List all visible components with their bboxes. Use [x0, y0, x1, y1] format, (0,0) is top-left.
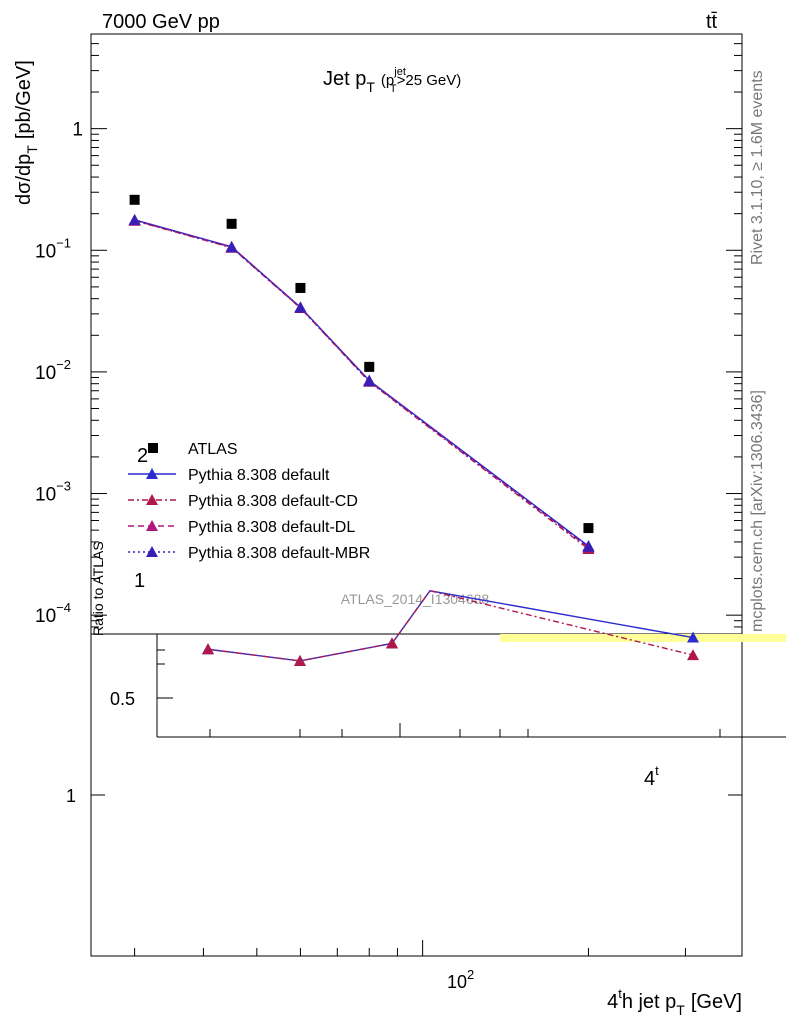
process-label: tt̄: [706, 11, 718, 33]
legend: ATLAS Pythia 8.308 default Pythia 8.308 de…: [128, 441, 370, 562]
ratio-frame: [90, 633, 743, 957]
ratio-y-label: Ratio to ATLAS: [90, 541, 106, 636]
data-point: [128, 214, 141, 226]
legend-marker: [148, 443, 158, 453]
main-frame: [90, 33, 743, 635]
legend-label: Pythia 8.308 default: [188, 467, 330, 484]
ratio-point: [687, 631, 699, 643]
data-point: [129, 194, 140, 205]
data-point: [582, 540, 595, 552]
ratio-band: [500, 634, 786, 642]
stray-label-two: 2: [137, 445, 148, 467]
main-y-tick-label: 1: [72, 120, 83, 141]
rivet-label: Rivet 3.1.10, ≥ 1.6M events: [749, 70, 766, 265]
data-point: [295, 282, 306, 293]
data-point: [364, 361, 375, 372]
main-y-label: dσ/dpT[pb/GeV]: [13, 60, 40, 205]
data-point: [294, 301, 307, 313]
x-axis-label: 4th jet pT [GeV]: [607, 986, 742, 1018]
ratio-point: [386, 637, 398, 649]
legend-label: Pythia 8.308 default-DL: [188, 519, 355, 536]
main-title: Jet pT (pjet T>25 GeV): [323, 66, 461, 95]
main-y-axis: 1 10−1 10−2 10−3 10−4: [35, 33, 742, 635]
x-tick-100: 102: [447, 967, 474, 992]
data-point: [225, 241, 238, 253]
analysis-id: ATLAS_2014_I1304688: [341, 591, 490, 607]
ratio-point: [687, 649, 699, 661]
data-point: [226, 218, 237, 229]
ratio-ticks: [91, 649, 742, 956]
legend-marker: [146, 494, 158, 505]
main-y-tick-label: 10−1: [35, 235, 71, 262]
legend-marker: [146, 546, 158, 557]
energy-label: 7000 GeV pp: [102, 11, 220, 33]
legend-label: ATLAS: [188, 441, 238, 458]
ratio-point: [294, 654, 306, 666]
stray-label-one: 1: [134, 570, 145, 592]
ratio-tick-1: 1: [66, 786, 76, 806]
ratio-series-group: [202, 589, 699, 666]
main-y-tick-label: 10−2: [35, 357, 71, 384]
main-series-group: [128, 194, 595, 554]
main-y-tick-label: 10−3: [35, 479, 71, 506]
ratio-point: [202, 643, 214, 655]
legend-marker: [146, 520, 158, 531]
mcplots-label: mcplots.cern.ch [arXiv:1306.3436]: [749, 390, 766, 632]
legend-label: Pythia 8.308 default-CD: [188, 493, 358, 510]
ratio-tick-05: 0.5: [110, 689, 135, 709]
data-point: [363, 375, 376, 387]
main-y-tick-label: 10−4: [35, 600, 71, 627]
legend-label: Pythia 8.308 default-MBR: [188, 545, 370, 562]
data-point: [583, 523, 594, 534]
legend-marker: [146, 468, 158, 479]
stray-label-four: 4t: [644, 763, 659, 790]
